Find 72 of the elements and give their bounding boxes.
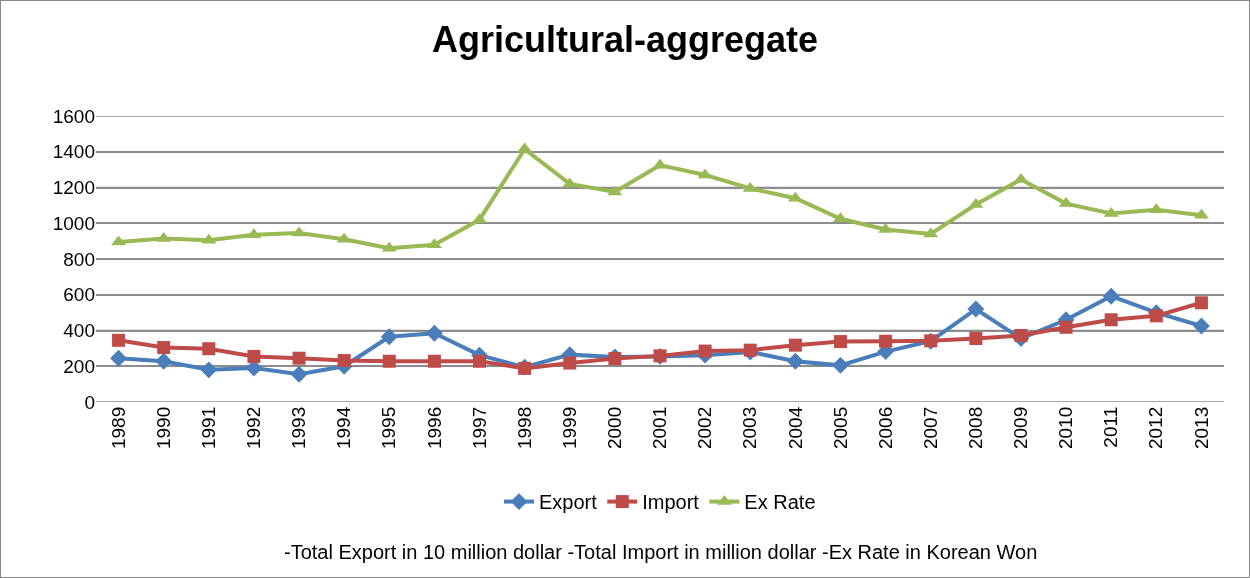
x-tick-label: 1999: [558, 406, 580, 450]
x-tick-label: 1997: [468, 406, 490, 450]
point: [427, 354, 441, 368]
x-tick-label: 2011: [1100, 406, 1122, 448]
point: [1149, 309, 1163, 323]
y-tick-label: 1200: [52, 177, 95, 199]
point: [833, 335, 847, 349]
point: [157, 340, 171, 354]
y-tick-label: 600: [63, 284, 95, 306]
point: [1102, 287, 1120, 305]
point: [112, 333, 126, 347]
point: [1059, 320, 1073, 334]
x-tick-label: 1991: [197, 406, 219, 450]
x-tick-label: 2013: [1190, 406, 1212, 450]
point: [473, 354, 487, 368]
point: [969, 332, 983, 346]
point: [743, 343, 757, 357]
point: [563, 356, 577, 370]
legend-label: Import: [642, 491, 700, 514]
x-tick-label: 2007: [919, 406, 941, 450]
point: [1194, 296, 1208, 310]
point: [110, 349, 128, 367]
y-tick-label: 200: [63, 355, 95, 377]
point: [337, 354, 351, 368]
point: [832, 356, 849, 374]
point: [200, 361, 218, 379]
x-tick-label: 2010: [1055, 406, 1077, 450]
x-tick-label: 2001: [649, 406, 671, 450]
y-tick-label: 1400: [52, 141, 95, 163]
point: [1192, 317, 1210, 335]
x-tick-label: 1998: [513, 406, 535, 450]
legend-label: Ex Rate: [744, 491, 816, 514]
x-tick-label: 2006: [874, 406, 896, 450]
x-tick-label: 2005: [829, 406, 851, 450]
chart-title: Agricultural-aggregate: [431, 19, 819, 61]
point: [290, 365, 308, 383]
x-tick-label: 1994: [333, 406, 355, 450]
x-tick-label: 2012: [1145, 406, 1167, 450]
x-tick-label: 1992: [243, 406, 265, 450]
x-tick-label: 1996: [423, 406, 445, 450]
x-tick-label: 2003: [739, 406, 761, 450]
legend-label: Export: [539, 491, 598, 514]
x-tick-label: 1995: [378, 406, 400, 450]
point: [292, 351, 306, 365]
y-tick-label: 0: [84, 391, 95, 413]
x-tick-label: 1990: [152, 406, 174, 450]
point: [425, 324, 443, 342]
x-tick-label: 2002: [694, 406, 716, 450]
text: -Total Export in 10 million dollar -Total Import in million dollar -Ex Rate in Korean Won: [284, 541, 1038, 563]
x-tick-label: 1993: [288, 406, 310, 450]
point: [879, 334, 893, 348]
point: [1104, 313, 1118, 327]
point: [967, 300, 985, 318]
point: [788, 338, 802, 352]
point: [202, 342, 216, 356]
x-tick-label: 1989: [107, 406, 129, 450]
point: [247, 349, 261, 363]
point: [786, 352, 804, 370]
point: [698, 344, 712, 358]
y-tick-label: 400: [63, 320, 95, 342]
x-tick-label: 2009: [1010, 406, 1032, 450]
point: [1014, 329, 1028, 343]
point: [155, 352, 173, 370]
x-tick-label: 2004: [784, 406, 806, 450]
x-tick-label: 2008: [965, 406, 987, 450]
y-tick-label: 800: [63, 248, 95, 270]
x-tick-label: 2000: [604, 406, 626, 450]
point: [608, 352, 622, 366]
y-tick-label: 1000: [52, 212, 95, 234]
point: [382, 354, 396, 368]
y-tick-label: 1600: [52, 105, 95, 127]
point: [380, 328, 398, 346]
